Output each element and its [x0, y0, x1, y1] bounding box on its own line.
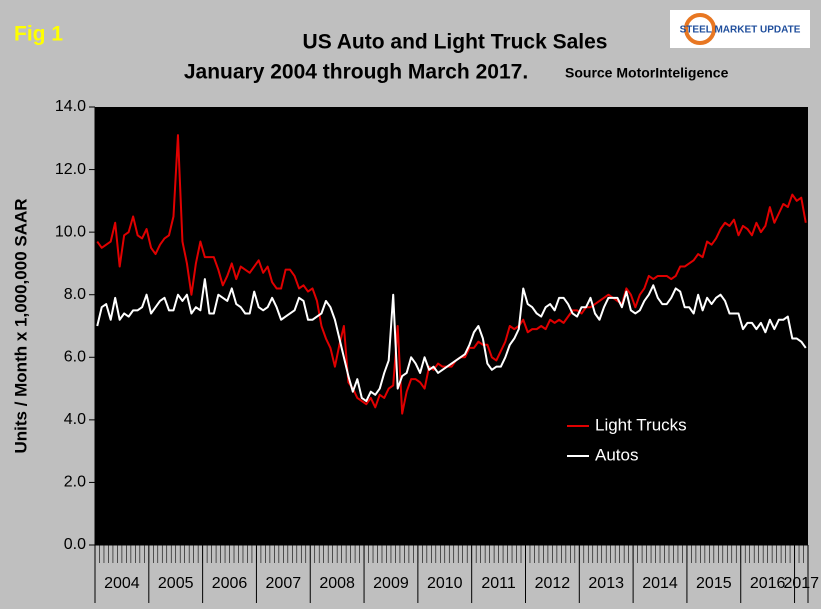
- y-tick-label: 4.0: [64, 411, 86, 428]
- y-tick-label: 10.0: [55, 223, 86, 240]
- x-group-label: 2008: [319, 575, 355, 592]
- legend-label: Autos: [595, 445, 638, 464]
- y-tick-label: 0.0: [64, 536, 86, 553]
- y-tick-label: 8.0: [64, 286, 86, 303]
- series-line: [96, 278, 807, 403]
- y-tick-label: 6.0: [64, 349, 86, 366]
- x-group-label: 2013: [588, 575, 624, 592]
- x-group-label: 2016: [750, 575, 786, 592]
- x-group-label: 2011: [481, 575, 516, 592]
- series-line: [96, 134, 807, 415]
- chart-title: US Auto and Light Truck Sales: [303, 31, 608, 54]
- x-group-label: 2006: [212, 575, 248, 592]
- source-note: Source MotorInteligence: [565, 65, 729, 81]
- logo: STEEL MARKET UPDATE: [680, 25, 801, 36]
- x-group-label: 2004: [104, 575, 140, 592]
- legend-label: Light Trucks: [595, 415, 687, 434]
- y-tick-label: 2.0: [64, 474, 86, 491]
- x-group-label: 2014: [642, 575, 678, 592]
- x-group-label: 2012: [535, 575, 571, 592]
- x-group-label: 2017: [783, 575, 819, 592]
- chart-subtitle: January 2004 through March 2017.: [184, 61, 528, 84]
- y-axis-label: Units / Month x 1,000,000 SAAR: [11, 198, 30, 453]
- y-tick-label: 14.0: [55, 98, 86, 115]
- y-tick-label: 12.0: [55, 161, 86, 178]
- x-group-label: 2005: [158, 575, 194, 592]
- logo-ring: [684, 13, 716, 45]
- figure-label: Fig 1: [14, 23, 63, 46]
- x-group-label: 2010: [427, 575, 463, 592]
- legend-box: [553, 408, 718, 475]
- x-group-label: 2007: [266, 575, 302, 592]
- x-group-label: 2015: [696, 575, 732, 592]
- x-group-label: 2009: [373, 575, 409, 592]
- plot-area: [95, 107, 808, 545]
